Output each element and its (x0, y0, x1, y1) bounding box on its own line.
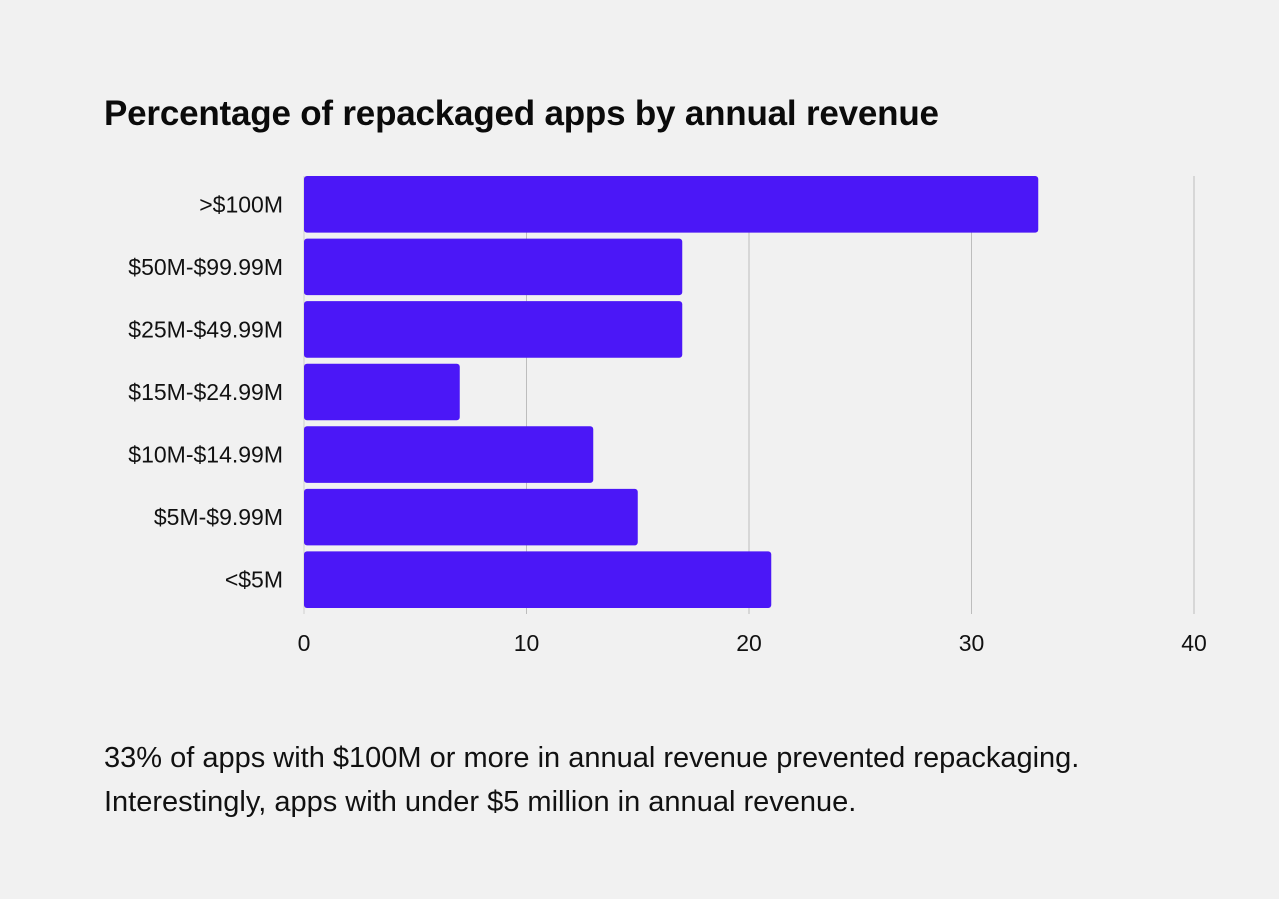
x-tick-label: 10 (514, 630, 540, 656)
category-label: $15M-$24.99M (128, 379, 283, 405)
x-tick-label: 30 (959, 630, 985, 656)
bar (304, 176, 1039, 233)
category-label: $25M-$49.99M (128, 316, 283, 342)
bar (304, 488, 638, 546)
bar (304, 426, 594, 483)
bar (304, 238, 683, 296)
category-label: $5M-$9.99M (154, 504, 283, 530)
x-tick-label: 20 (736, 630, 762, 656)
x-tick-label: 0 (298, 630, 311, 656)
category-label: $50M-$99.99M (128, 254, 283, 280)
category-label: >$100M (199, 191, 283, 217)
bar (304, 551, 772, 608)
x-tick-labels: 0 10 20 30 40 (298, 630, 1207, 656)
bars (304, 176, 1039, 608)
bar (304, 363, 460, 421)
category-label: $10M-$14.99M (128, 442, 283, 468)
chart-caption: 33% of apps with $100M or more in annual… (104, 742, 1080, 818)
category-labels: >$100M $50M-$99.99M $25M-$49.99M $15M-$24.9… (128, 191, 283, 592)
bar (304, 301, 683, 358)
chart-title: Percentage of repackaged apps by annual … (104, 94, 939, 133)
x-tick-label: 40 (1181, 630, 1207, 656)
category-label: <$5M (225, 567, 283, 593)
